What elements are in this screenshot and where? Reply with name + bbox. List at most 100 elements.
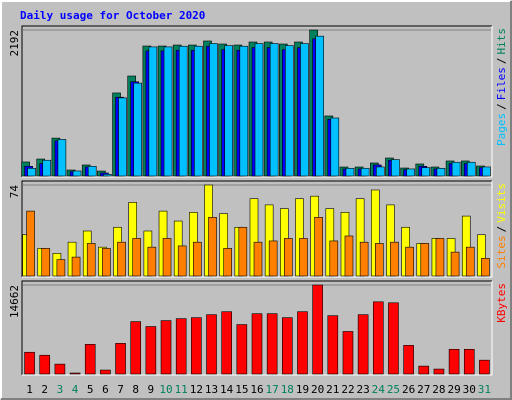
bar: [115, 343, 126, 375]
chart-title: Daily usage for October 2020: [20, 9, 205, 22]
bar: [330, 117, 340, 177]
bar: [178, 45, 188, 177]
bar: [209, 43, 218, 177]
bar: [26, 210, 35, 277]
bar: [329, 240, 339, 277]
bar: [223, 248, 232, 277]
bar: [466, 161, 476, 177]
bar: [253, 241, 263, 277]
legend: Sites / Visits: [495, 183, 508, 269]
bar: [297, 311, 308, 375]
bar: [54, 363, 66, 375]
bar: [391, 159, 400, 177]
bar: [147, 246, 157, 277]
bar: [254, 43, 264, 177]
bar: [191, 317, 202, 375]
bar: [133, 82, 143, 177]
x-tick-label: 30: [463, 383, 476, 396]
x-tick-label: 26: [402, 383, 415, 396]
bar: [284, 238, 293, 277]
bar: [481, 258, 490, 277]
bar: [357, 314, 369, 375]
bar: [372, 301, 384, 375]
legend-separator: /: [495, 103, 508, 110]
x-tick-label: 10: [159, 383, 172, 396]
x-tick-label: 29: [447, 383, 460, 396]
panel-border-light: [22, 26, 493, 178]
bar: [132, 238, 142, 277]
legend-separator: /: [495, 226, 508, 233]
bar: [479, 359, 490, 375]
bar: [448, 348, 460, 375]
panel-border-dark: [21, 180, 492, 277]
bar: [360, 167, 370, 177]
bar: [206, 314, 217, 375]
x-tick-label: 28: [432, 383, 445, 396]
bar: [269, 43, 279, 177]
bar: [69, 372, 81, 375]
legend-entry: Pages: [495, 113, 508, 146]
bar: [418, 365, 430, 375]
bar: [266, 313, 278, 375]
x-tick-label: 4: [72, 383, 79, 396]
bar: [405, 246, 414, 277]
bar: [84, 344, 96, 375]
panel-border-light: [22, 181, 493, 278]
bar: [162, 238, 172, 277]
bar: [145, 326, 157, 375]
bar: [39, 354, 51, 375]
x-tick-label: 5: [87, 383, 94, 396]
x-tick-label: 22: [341, 383, 354, 396]
panel-border-dark: [21, 280, 492, 375]
bar: [41, 248, 51, 277]
bar: [100, 369, 111, 375]
bar: [374, 243, 384, 277]
bar: [160, 320, 172, 375]
legend-entry: Hits: [495, 28, 508, 55]
legend-separator: /: [495, 58, 508, 65]
bar: [463, 348, 475, 375]
x-tick-label: 18: [281, 383, 294, 396]
legend-entry: KBytes: [495, 283, 508, 323]
x-tick-label: 17: [266, 383, 279, 396]
bar: [71, 256, 81, 277]
x-tick-label: 23: [357, 383, 370, 396]
bar: [421, 167, 431, 177]
bar: [406, 168, 415, 177]
bar: [433, 368, 445, 375]
bar: [285, 45, 294, 177]
bar: [239, 45, 249, 177]
x-tick-label: 8: [132, 383, 139, 396]
y-tick-label: 14662: [8, 285, 21, 318]
x-tick-label: 27: [417, 383, 430, 396]
bar: [299, 238, 308, 277]
bar: [103, 174, 112, 177]
x-tick-label: 2: [41, 383, 48, 396]
bar: [251, 313, 263, 375]
bar: [420, 243, 430, 277]
bar: [388, 302, 399, 375]
bar: [57, 139, 67, 177]
bar: [86, 243, 96, 277]
y-tick-label: 74: [8, 185, 21, 199]
bar: [194, 45, 203, 177]
x-tick-label: 24: [372, 383, 386, 396]
bar: [482, 166, 491, 177]
bar: [465, 246, 475, 277]
legend: Pages / Files / Hits: [495, 28, 508, 146]
bar: [148, 46, 158, 177]
bar: [451, 161, 461, 177]
bar: [87, 165, 97, 177]
bar: [24, 351, 35, 375]
bar: [130, 321, 142, 375]
x-tick-label: 14: [220, 383, 234, 396]
bar: [177, 245, 187, 277]
x-tick-label: 3: [57, 383, 64, 396]
bar: [344, 235, 354, 277]
x-tick-label: 7: [117, 383, 124, 396]
bar: [236, 324, 248, 375]
bar: [268, 240, 278, 277]
bar: [314, 217, 323, 277]
x-tick-label: 11: [175, 383, 188, 396]
